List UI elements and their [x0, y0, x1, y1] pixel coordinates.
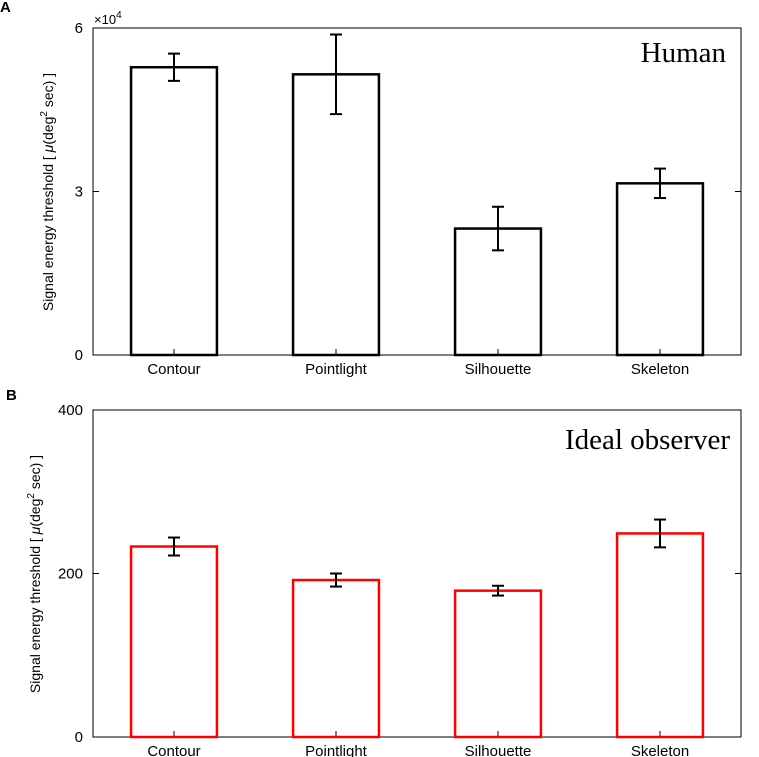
panel-b-label: B	[6, 387, 17, 404]
panel-b-axes	[92, 409, 742, 738]
panel-a-category-label: Skeleton	[631, 361, 689, 378]
panel-b-errorbar-skeleton	[654, 518, 666, 549]
panel-b-errorbar-silhouette	[492, 584, 504, 597]
panel-a-plot-area: 0 3 6 Contour Pointlight Silhouette Skeleton	[75, 20, 741, 378]
panel-b-ytick-label: 200	[58, 566, 83, 583]
panel-a-category-label: Silhouette	[465, 361, 532, 378]
panel-b-bar-skeleton	[615, 532, 705, 739]
panel-b-errorbar-contour	[168, 536, 180, 557]
panel-a-y-multiplier: ×104	[94, 10, 122, 27]
panel-b-category-label: Silhouette	[465, 743, 532, 757]
panel-a-errorbar-silhouette	[492, 205, 504, 252]
panel-a-axes	[92, 27, 742, 356]
panel-b-category-label: Contour	[147, 743, 200, 757]
panel-a-errorbar-contour	[168, 52, 180, 82]
panel-a-errorbar-skeleton	[654, 167, 666, 200]
panel-a-ytick-label: 6	[75, 20, 83, 37]
panel-b-bar-silhouette	[453, 589, 543, 739]
panel-a-ytick-label: 0	[75, 347, 83, 364]
panel-b-ylabel: Signal energy threshold [ μ(deg2 sec) ]	[26, 455, 43, 693]
panel-b-category-label: Skeleton	[631, 743, 689, 757]
panel-b-ytick-label: 0	[75, 729, 83, 746]
panel-a-bar-skeleton	[615, 182, 705, 357]
panel-b-plot-area: 0 200 400 Contour Pointlight Silhouette Skelet…	[58, 402, 741, 757]
panel-b-bar-contour	[129, 545, 219, 739]
panel-a-bar-pointlight	[291, 73, 381, 357]
panel-a-category-label: Pointlight	[305, 361, 368, 378]
panel-a: A Signal energy threshold [ μ(deg2 sec) …	[0, 0, 742, 378]
panel-b: B Signal energy threshold [ μ(deg2 sec) …	[6, 387, 742, 757]
panel-a-category-label: Contour	[147, 361, 200, 378]
panel-a-errorbar-pointlight	[330, 33, 342, 116]
panel-a-ytick-label: 3	[75, 184, 83, 201]
panel-a-ylabel: Signal energy threshold [ μ(deg2 sec) ]	[39, 73, 56, 311]
panel-b-title: Ideal observer	[565, 424, 730, 456]
panel-b-bar-pointlight	[291, 578, 381, 739]
panel-a-label: A	[0, 0, 11, 16]
panel-b-category-label: Pointlight	[305, 743, 368, 757]
panel-a-bar-contour	[129, 65, 219, 357]
panel-b-errorbar-pointlight	[330, 572, 342, 588]
panel-a-title: Human	[641, 37, 727, 69]
panel-b-ytick-label: 400	[58, 402, 83, 419]
